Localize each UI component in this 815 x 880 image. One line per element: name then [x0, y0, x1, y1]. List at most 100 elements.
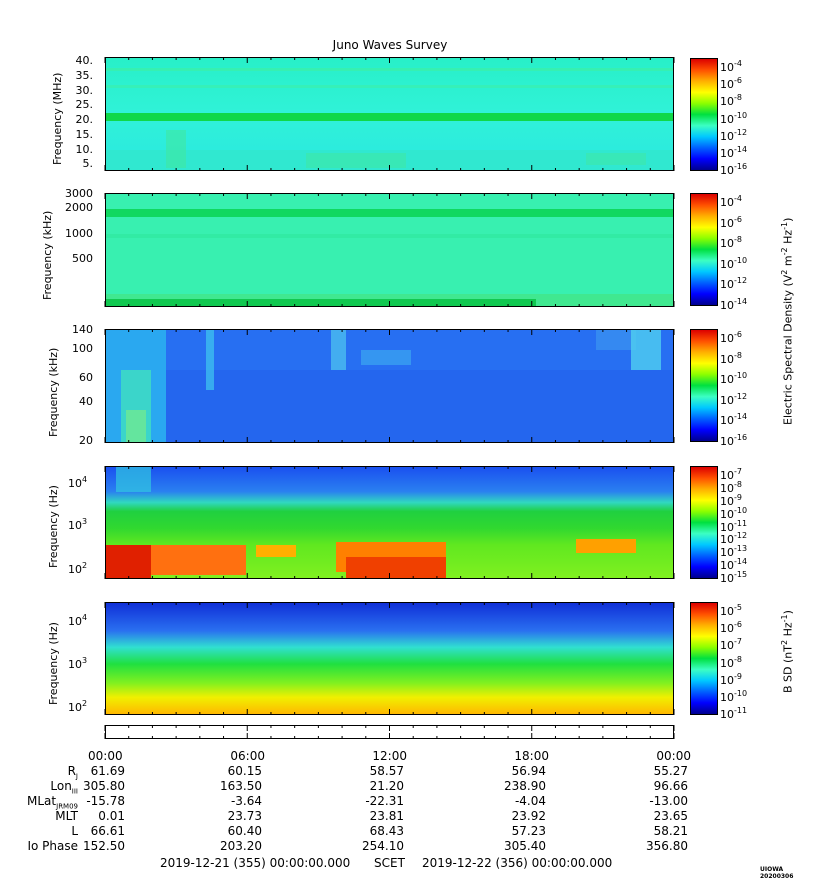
ephemeris-label: MLT [55, 809, 78, 823]
colorbar-5-tick: 10-9 [720, 671, 742, 687]
ephemeris-value: 0.01 [98, 809, 125, 823]
colorbar-4-tick: 10-14 [720, 557, 748, 573]
ephemeris-value: 61.69 [90, 764, 125, 778]
colorbar-1-tick: 10-14 [720, 144, 748, 160]
panel-3-image [106, 330, 673, 442]
colorbar-3-tick: 10-6 [720, 330, 742, 345]
footer-scet: SCET [374, 856, 405, 870]
p3-ytick: 140 [72, 323, 93, 336]
p5-ytick: 102 [68, 699, 88, 714]
ephemeris-value: 66.61 [90, 824, 125, 838]
colorbar-5-tick: 10-5 [720, 603, 742, 618]
colorbar-3 [690, 329, 718, 442]
colorbar-5-tick: 10-8 [720, 654, 742, 670]
p2-ytick: 3000 [65, 187, 93, 200]
ephemeris-value: 96.66 [653, 779, 688, 793]
ephemeris-value: 56.94 [511, 764, 546, 778]
ephemeris-value: 60.40 [227, 824, 262, 838]
p1-ytick: 15. [75, 128, 94, 141]
p2-ytick: 500 [72, 252, 93, 265]
p1-ytick: 20. [75, 113, 94, 126]
p1-ytick: 30. [75, 84, 94, 97]
ephemeris-value: 57.23 [511, 824, 546, 838]
colorbar-5 [690, 602, 718, 715]
panel-4-image [106, 467, 673, 578]
footer-end-time: 2019-12-22 (356) 00:00:00.000 [422, 856, 613, 870]
colorbar-2-tick: 10-8 [720, 235, 742, 251]
colorbar-4-tick: 10-12 [720, 531, 748, 547]
colorbar-4-tick: 10-10 [720, 505, 748, 521]
ephemeris-value: 23.92 [511, 809, 546, 823]
colorbar-4-tick: 10-15 [720, 570, 748, 585]
colorbar-label-electric: Electric Spectral Density (V2 m-2 Hz-1) [780, 217, 795, 425]
colorbar-2-tick: 10-10 [720, 255, 748, 271]
colorbar-2-tick: 10-6 [720, 214, 742, 230]
colorbar-3-tick: 10-10 [720, 371, 748, 387]
colorbar-1-tick: 10-8 [720, 93, 742, 109]
ephemeris-value: 254.10 [362, 839, 404, 853]
colorbar-3-tick: 10-12 [720, 391, 748, 407]
ephemeris-label: L [71, 824, 78, 838]
colorbar-3-tick: 10-14 [720, 412, 748, 428]
p3-ytick: 40 [79, 395, 93, 408]
colorbar-5-tick: 10-7 [720, 637, 742, 653]
ephemeris-value: 238.90 [504, 779, 546, 793]
ephemeris-value: 60.15 [227, 764, 262, 778]
colorbar-3-tick: 10-8 [720, 350, 742, 366]
ephemeris-value: -13.00 [649, 794, 688, 808]
panel-4-ylabel: Frequency (Hz) [47, 485, 60, 568]
ephemeris-value: 58.21 [653, 824, 688, 838]
ephemeris-value: -22.31 [365, 794, 404, 808]
ephemeris-value: 23.81 [369, 809, 404, 823]
p3-ytick: 20 [79, 434, 93, 447]
ephemeris-value: 203.20 [220, 839, 262, 853]
ephemeris-value: -4.04 [514, 794, 546, 808]
ephemeris-time: 12:00 [372, 749, 407, 763]
ephemeris-value: -3.64 [230, 794, 262, 808]
p1-ytick: 25. [75, 98, 94, 111]
p3-ytick: 100 [72, 342, 93, 355]
ephemeris-value: 23.65 [653, 809, 688, 823]
ephemeris-value: -15.78 [86, 794, 125, 808]
panel-5-image [106, 603, 673, 714]
colorbar-5-tick: 10-6 [720, 620, 742, 636]
p4-ytick: 102 [68, 561, 88, 576]
p5-ytick: 104 [68, 613, 88, 628]
p4-ytick: 103 [68, 517, 88, 532]
ephemeris-value: 68.43 [369, 824, 404, 838]
ephemeris-time: 18:00 [514, 749, 549, 763]
ephemeris-value: 305.80 [83, 779, 125, 793]
colorbar-1 [690, 58, 718, 171]
colorbar-2-tick: 10-12 [720, 276, 748, 292]
ephemeris-label: Io Phase [27, 839, 78, 853]
colorbar-4 [690, 466, 718, 579]
colorbar-4-tick: 10-13 [720, 544, 748, 560]
p1-ytick: 35. [75, 69, 94, 82]
colorbar-4-tick: 10-9 [720, 492, 742, 508]
ephemeris-value: 305.40 [504, 839, 546, 853]
ephemeris-label: LonIII [50, 779, 78, 796]
ephemeris-time: 00:00 [88, 749, 123, 763]
ephemeris-value: 21.20 [369, 779, 404, 793]
colorbar-1-tick: 10-12 [720, 127, 748, 143]
colorbar-1-tick: 10-6 [720, 76, 742, 92]
ephemeris-time: 06:00 [230, 749, 265, 763]
p2-ytick: 2000 [65, 201, 93, 214]
colorbar-1-tick: 10-16 [720, 162, 748, 177]
p1-ytick: 40. [75, 54, 94, 67]
spectrogram-panel-3 [105, 329, 674, 443]
colorbar-3-tick: 10-16 [720, 433, 748, 448]
chart-title: Juno Waves Survey [332, 38, 448, 52]
colorbar-4-tick: 10-11 [720, 518, 748, 534]
colorbar-2 [690, 193, 718, 306]
colorbar-4-tick: 10-7 [720, 467, 742, 482]
p2-ytick: 1000 [65, 227, 93, 240]
p3-ytick: 60 [79, 371, 93, 384]
ephemeris-value: 152.50 [83, 839, 125, 853]
p1-ytick: 5. [82, 157, 94, 170]
footer-start-time: 2019-12-21 (355) 00:00:00.000 [160, 856, 351, 870]
ephemeris-label: MLatJRM09 [27, 794, 78, 811]
colorbar-2-tick: 10-14 [720, 297, 748, 312]
ephemeris-value: 23.73 [227, 809, 262, 823]
